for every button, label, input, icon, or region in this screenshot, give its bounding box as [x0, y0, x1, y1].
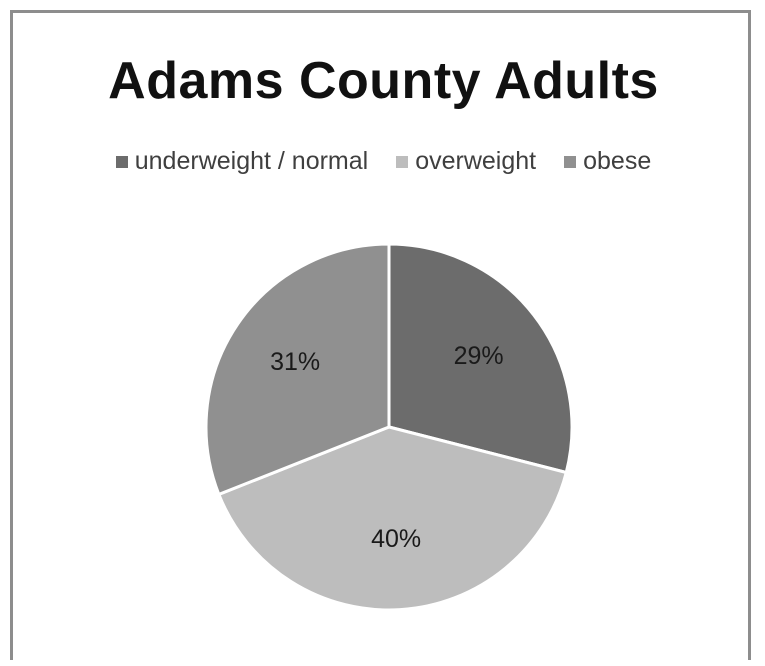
pie-slice-overweight [216, 425, 569, 612]
pie-slice-underweight-normal [387, 242, 574, 475]
pie-chart: 29% 40% 31% [204, 242, 574, 612]
legend-item-overweight: overweight [396, 147, 536, 176]
data-label-overweight: 40% [371, 525, 421, 553]
data-label-underweight-normal: 29% [454, 342, 504, 370]
legend-swatch-underweight-normal [115, 155, 128, 168]
legend-label-overweight: overweight [415, 147, 537, 175]
legend-item-underweight-normal: underweight / normal [115, 147, 369, 176]
legend-item-obese: obese [564, 147, 651, 176]
legend-swatch-obese [564, 155, 577, 168]
legend-label-obese: obese [583, 147, 652, 175]
legend-swatch-overweight [396, 155, 409, 168]
legend: underweight / normal overweight obese [13, 147, 754, 176]
legend-label-underweight-normal: underweight / normal [134, 147, 369, 175]
chart-frame: Adams County Adults underweight / normal… [10, 10, 751, 660]
pie-slice-obese [204, 242, 391, 497]
data-label-obese: 31% [270, 348, 320, 376]
chart-title: Adams County Adults [108, 52, 659, 110]
